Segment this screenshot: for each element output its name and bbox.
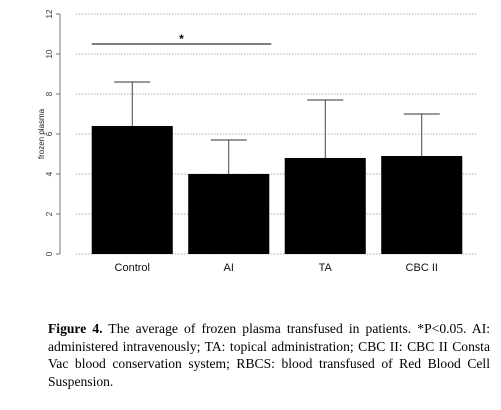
bar-cbc-ii (381, 156, 463, 254)
figure-label: Figure 4. (48, 321, 103, 336)
y-tick-label: 0 (45, 251, 54, 256)
error-bars (114, 81, 440, 174)
figure-caption-text: The average of frozen plasma transfused … (48, 321, 490, 389)
bar-chart: 0 2 4 6 8 10 12 Control AI TA CBC II * frozen pla… (37, 9, 478, 274)
y-axis: 0 2 4 6 8 10 12 (45, 9, 61, 256)
y-axis-label: frozen plasma (37, 108, 46, 159)
y-tick-label: 10 (45, 49, 54, 58)
x-tick-label: AI (224, 262, 234, 274)
y-tick-label: 6 (45, 131, 54, 136)
significance-star: * (179, 32, 184, 46)
bars (91, 126, 463, 254)
x-tick-label: Control (115, 262, 150, 274)
x-tick-label: TA (319, 262, 333, 274)
bar-ta (284, 158, 366, 254)
y-tick-label: 12 (45, 9, 54, 18)
y-tick-label: 2 (45, 211, 54, 216)
bar-ai (188, 174, 270, 254)
significance-annotation: * (91, 32, 272, 46)
y-tick-label: 4 (45, 171, 54, 176)
x-tick-label: CBC II (406, 262, 438, 274)
bar-control (91, 126, 173, 254)
figure-caption: Figure 4. The average of frozen plasma t… (48, 320, 490, 390)
x-axis-labels: Control AI TA CBC II (115, 262, 438, 274)
y-tick-label: 8 (45, 91, 54, 96)
